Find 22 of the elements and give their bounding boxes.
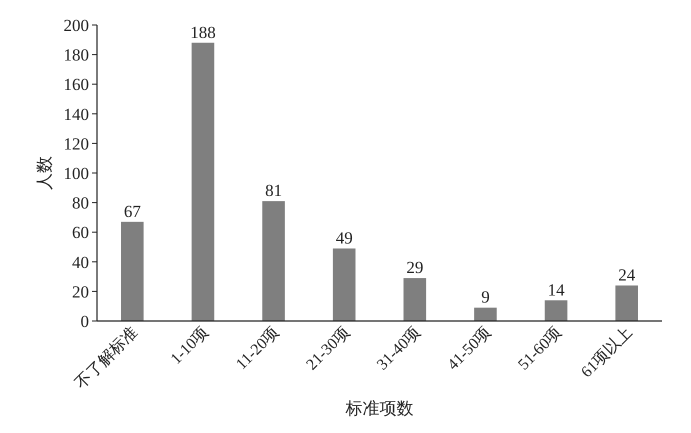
y-tick-label: 0 xyxy=(80,312,89,331)
data-label: 29 xyxy=(406,258,424,278)
x-tick-label: 61项以上 xyxy=(578,323,636,382)
y-tick-label: 120 xyxy=(64,134,89,154)
data-label: 49 xyxy=(336,228,353,248)
y-tick-label: 180 xyxy=(64,46,89,65)
y-tick-label: 200 xyxy=(64,16,89,35)
y-tick-label: 140 xyxy=(64,104,89,124)
y-tick-label: 160 xyxy=(64,75,89,94)
x-axis-title: 标准项数 xyxy=(344,399,414,418)
y-tick-label: 60 xyxy=(72,223,89,242)
y-tick-label: 100 xyxy=(64,164,89,183)
data-label: 81 xyxy=(265,181,282,200)
data-label: 24 xyxy=(618,265,636,284)
data-label: 67 xyxy=(124,202,142,221)
y-tick-label: 40 xyxy=(72,252,89,272)
data-label: 188 xyxy=(190,22,216,42)
data-label: 14 xyxy=(548,280,566,300)
data-label: 9 xyxy=(481,288,490,307)
y-tick-label: 80 xyxy=(72,194,89,213)
y-tick-label: 20 xyxy=(72,282,89,302)
y-axis-title: 人数 xyxy=(35,156,54,190)
